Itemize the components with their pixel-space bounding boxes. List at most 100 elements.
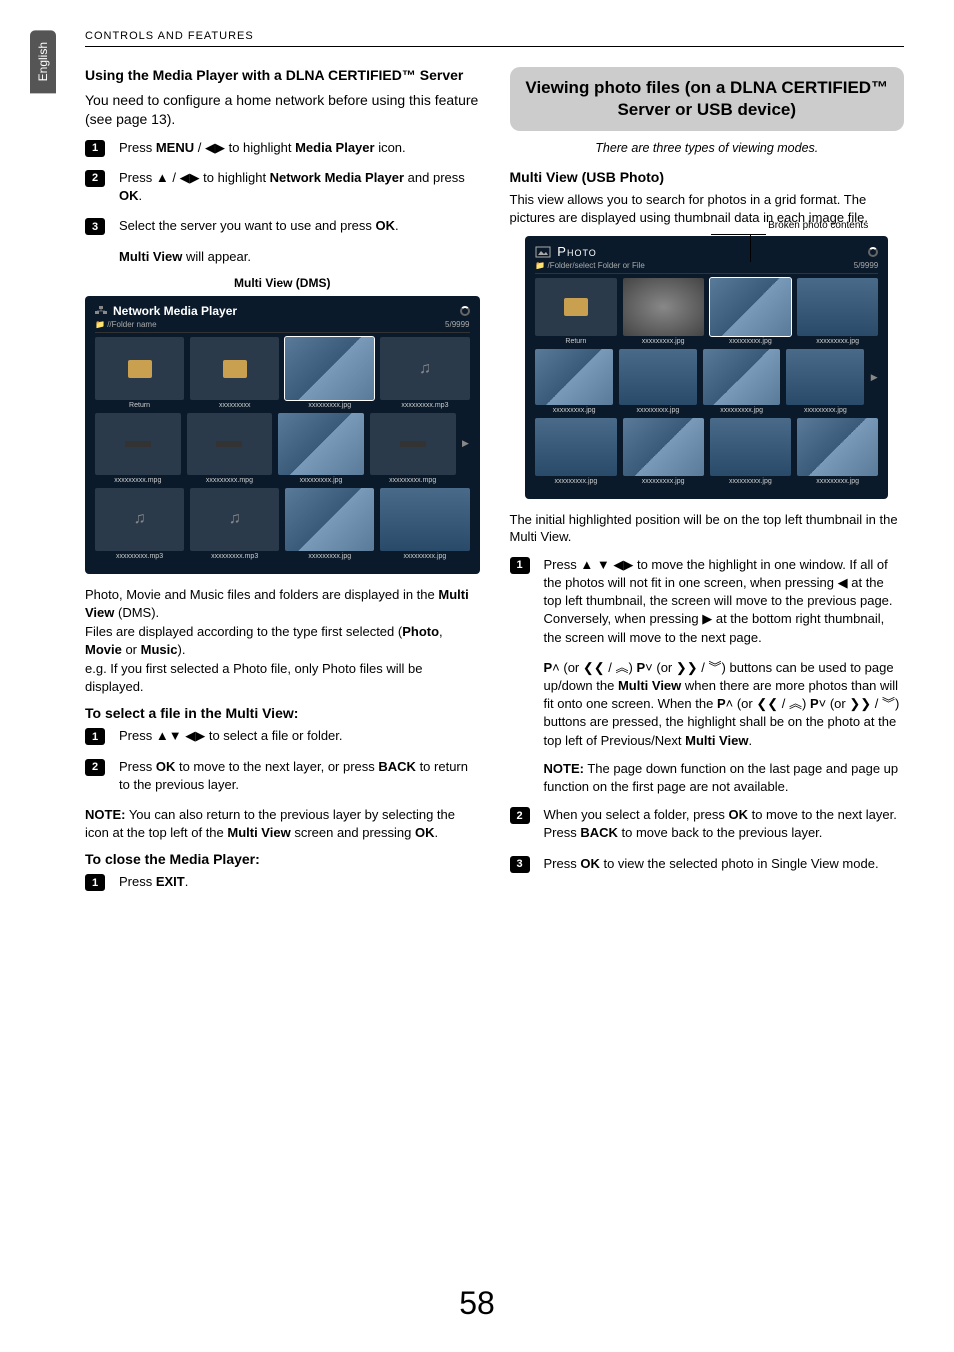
thumb-label: xxxxxxxxx.jpg — [797, 478, 878, 485]
step-text: Press OK to move to the next layer, or p… — [119, 758, 480, 794]
language-tab: English — [30, 30, 56, 93]
photo-thumb — [623, 418, 704, 476]
photo-thumb — [786, 349, 864, 405]
thumb-label: xxxxxxxxx.mp3 — [190, 553, 279, 560]
thumb-label: xxxxxxxxx.jpg — [786, 407, 864, 414]
double-up-icon: ︽ — [789, 696, 802, 711]
thumb-label: xxxxxxxxx.jpg — [797, 338, 878, 345]
feature-box: Viewing photo files (on a DLNA CERTIFIED… — [510, 67, 905, 131]
thumb-label: xxxxxxxxx.jpg — [619, 407, 697, 414]
network-media-player-grid: Network Media Player 📁 //Folder name 5/9… — [85, 296, 480, 574]
double-up-icon: ︽ — [616, 660, 629, 675]
left-icon: ◀ — [838, 575, 848, 590]
after-grid-text: Photo, Movie and Music files and folders… — [85, 586, 480, 621]
photo-thumb — [710, 418, 791, 476]
music-thumb — [380, 337, 469, 401]
broken-thumb — [623, 278, 704, 336]
photo-thumb — [380, 488, 469, 552]
loading-icon — [460, 306, 470, 316]
thumb-label: xxxxxxxxx.jpg — [278, 477, 364, 484]
double-down-icon: ︾ — [882, 696, 895, 711]
movie-thumb — [370, 413, 456, 474]
broken-label: Broken photo contents — [768, 220, 868, 231]
multiview-usb-heading: Multi View (USB Photo) — [510, 169, 905, 185]
callout-line — [711, 234, 766, 235]
step-text: Select the server you want to use and pr… — [119, 217, 480, 235]
page-buttons-text: P˄ (or ❮❮ / ︽) P˅ (or ❯❯ / ︾) buttons ca… — [544, 659, 905, 750]
page-number: 58 — [0, 1285, 954, 1322]
double-left-icon: ❮❮ — [756, 696, 778, 711]
select-file-heading: To select a file in the Multi View: — [85, 705, 480, 721]
thumb-label: xxxxxxxxx.mpg — [187, 477, 273, 484]
music-thumb — [190, 488, 279, 552]
step-badge-2: 2 — [85, 170, 105, 187]
multiview-appear: Multi View will appear. — [119, 248, 480, 266]
music-thumb — [95, 488, 184, 552]
step-text: Press OK to view the selected photo in S… — [544, 855, 905, 873]
caret-down-icon: ˅ — [645, 660, 653, 675]
thumb-label: xxxxxxxxx.mp3 — [95, 553, 184, 560]
thumb-label: xxxxxxxxx.jpg — [623, 338, 704, 345]
photo-thumb — [703, 349, 781, 405]
thumb-label: xxxxxxxxx.jpg — [285, 402, 374, 409]
thumb-label: Return — [95, 402, 184, 409]
grid-path: 📁 //Folder name — [95, 320, 157, 329]
movie-thumb — [95, 413, 181, 474]
thumb-label: xxxxxxxxx.jpg — [710, 338, 791, 345]
callout-line — [750, 234, 751, 262]
photo-thumb — [535, 418, 616, 476]
thumb-label: xxxxxxxxx.jpg — [710, 478, 791, 485]
photo-thumb — [278, 413, 364, 474]
section-title: Using the Media Player with a DLNA CERTI… — [85, 67, 480, 83]
thumb-label: xxxxxxxxx.jpg — [623, 478, 704, 485]
thumb-label: xxxxxxxxx.jpg — [703, 407, 781, 414]
after-grid-text2: Files are displayed according to the typ… — [85, 623, 480, 658]
left-right-icon: ◀▶ — [205, 140, 225, 155]
grid-count: 5/9999 — [854, 261, 878, 270]
step-text: Press ▲▼ ◀▶ to select a file or folder. — [119, 727, 480, 745]
step-text: Press EXIT. — [119, 873, 480, 891]
step-badge-1: 1 — [85, 140, 105, 157]
double-left-icon: ❮❮ — [583, 660, 605, 675]
grid-caption: Multi View (DMS) — [85, 276, 480, 290]
photo-thumb — [797, 418, 878, 476]
thumb-label: Return — [535, 338, 616, 345]
movie-thumb — [187, 413, 273, 474]
thumb-label: xxxxxxxxx.jpg — [285, 553, 374, 560]
right-icon: ▶ — [702, 611, 712, 626]
page-header: CONTROLS AND FEATURES — [85, 30, 904, 42]
right-arrow-icon: ▶ — [870, 372, 878, 383]
photo-grid: Broken photo contents Photo 📁 /Folder/se… — [525, 236, 888, 499]
step-text: Press ▲ ▼ ◀▶ to move the highlight in on… — [544, 556, 905, 647]
return-thumb — [535, 278, 616, 336]
step-badge-2: 2 — [510, 807, 530, 824]
return-thumb — [95, 337, 184, 401]
double-right-icon: ❯❯ — [676, 660, 698, 675]
right-arrow-icon: ▶ — [462, 438, 470, 449]
photo-thumb — [285, 488, 374, 552]
photo-grid-title: Photo — [557, 244, 597, 259]
photo-thumb — [535, 349, 613, 405]
step-badge-1: 1 — [510, 557, 530, 574]
after-grid-text3: e.g. If you first selected a Photo file,… — [85, 660, 480, 695]
step-badge-1: 1 — [85, 874, 105, 891]
photo-thumb — [619, 349, 697, 405]
initial-highlight-text: The initial highlighted position will be… — [510, 511, 905, 546]
thumb-label: xxxxxxxxx.mpg — [95, 477, 181, 484]
step-badge-2: 2 — [85, 759, 105, 776]
photo-thumb — [285, 337, 374, 401]
photo-thumb — [797, 278, 878, 336]
italic-subtitle: There are three types of viewing modes. — [510, 141, 905, 155]
grid-path: 📁 /Folder/select Folder or File — [535, 261, 645, 270]
thumb-label: xxxxxxxxx.jpg — [535, 407, 613, 414]
double-down-icon: ︾ — [709, 660, 722, 675]
photo-thumb — [710, 278, 791, 336]
left-column: Using the Media Player with a DLNA CERTI… — [85, 67, 480, 903]
step-badge-3: 3 — [510, 856, 530, 873]
thumb-label: xxxxxxxxx.mp3 — [380, 402, 469, 409]
caret-up-icon: ˄ — [552, 660, 560, 675]
page-note: NOTE: The page down function on the last… — [544, 760, 905, 796]
photo-icon — [535, 246, 551, 258]
network-icon — [95, 306, 107, 316]
folder-thumb — [190, 337, 279, 401]
